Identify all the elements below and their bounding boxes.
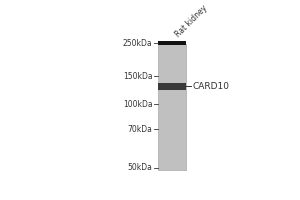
Text: Rat kidney: Rat kidney bbox=[173, 4, 209, 39]
Text: 100kDa: 100kDa bbox=[123, 100, 153, 109]
Bar bbox=[158, 44, 186, 170]
Text: 250kDa: 250kDa bbox=[123, 39, 153, 48]
Text: CARD10: CARD10 bbox=[192, 82, 229, 91]
Text: 150kDa: 150kDa bbox=[123, 72, 153, 81]
Bar bbox=[158, 41, 186, 45]
Text: 70kDa: 70kDa bbox=[128, 125, 153, 134]
Text: 50kDa: 50kDa bbox=[128, 163, 153, 172]
Bar bbox=[158, 83, 186, 90]
